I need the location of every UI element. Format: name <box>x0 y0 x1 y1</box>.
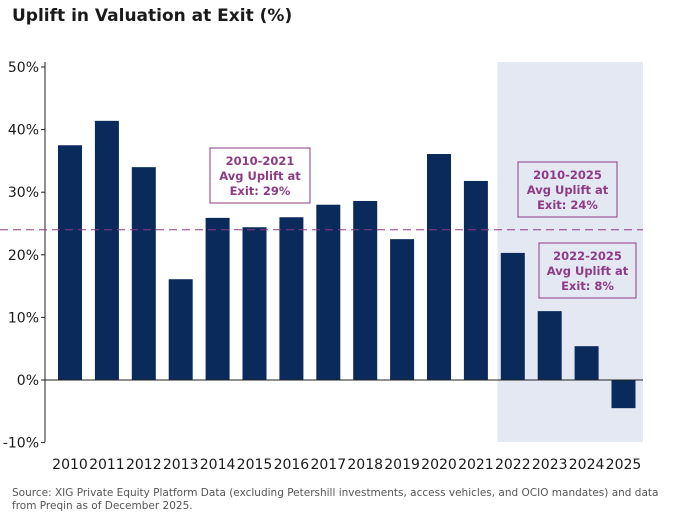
bar-2021 <box>463 180 488 380</box>
x-tick-label: 2023 <box>532 457 568 473</box>
x-tick-label: 2024 <box>569 457 605 473</box>
y-tick-label: 30% <box>8 185 39 201</box>
bar-2012 <box>131 167 156 380</box>
bar-2024 <box>574 346 599 380</box>
bar-chart: 50%40%30%20%10%0%-10%2010 2011 2012 2013 201… <box>0 60 643 473</box>
x-tick-label: 2012 <box>126 457 162 473</box>
source-note: Source: XIG Private Equity Platform Data… <box>12 487 659 512</box>
annotation-text: 2010-2025 <box>533 168 602 182</box>
annotation-text: Exit: 29% <box>230 184 291 198</box>
y-tick-label: 50% <box>8 60 39 76</box>
chart-title: Uplift in Valuation at Exit (%) <box>12 6 293 26</box>
x-tick-label: 2021 <box>458 457 494 473</box>
annotation-text: 2010-2021 <box>226 154 295 168</box>
bar-2023 <box>537 311 562 380</box>
annotation-text: 2022-2025 <box>553 249 622 263</box>
annotation-box <box>209 147 311 204</box>
x-tick-label: 2022 <box>495 457 531 473</box>
x-tick-label: 2016 <box>274 457 310 473</box>
y-tick-label: 20% <box>8 248 39 264</box>
bar-2011 <box>94 120 119 380</box>
annotation-box <box>538 242 637 299</box>
annotation-text: Exit: 8% <box>561 279 614 293</box>
x-tick-label: 2013 <box>163 457 199 473</box>
bar-2015 <box>242 227 267 380</box>
bar-2017 <box>316 204 341 380</box>
annotation-text: Avg Uplift at <box>219 169 301 183</box>
annotation-text: Avg Uplift at <box>527 183 609 197</box>
bar-2020 <box>427 154 451 380</box>
x-tick-label: 2014 <box>200 457 236 473</box>
bar-2025 <box>611 380 636 409</box>
x-tick-label: 2020 <box>421 457 457 473</box>
bar-2013 <box>168 279 193 380</box>
y-tick-label: 40% <box>8 123 39 139</box>
y-tick-label: 10% <box>8 310 39 326</box>
x-tick-label: 2010 <box>52 457 88 473</box>
annotation-box <box>517 161 618 218</box>
x-tick-label: 2011 <box>89 457 125 473</box>
bar-2019 <box>390 239 415 380</box>
bar-2016 <box>279 217 304 380</box>
bar-2018 <box>353 200 378 380</box>
bar-2022 <box>500 252 525 380</box>
x-tick-label: 2025 <box>606 457 642 473</box>
bar-2010 <box>58 145 82 380</box>
x-tick-label: 2017 <box>310 457 346 473</box>
x-tick-label: 2018 <box>347 457 383 473</box>
x-tick-label: 2019 <box>384 457 420 473</box>
y-tick-label: -10% <box>3 436 39 452</box>
annotation-text: Exit: 24% <box>537 198 598 212</box>
y-tick-label: 0% <box>17 373 39 389</box>
annotation-text: Avg Uplift at <box>547 264 629 278</box>
bar-2014 <box>205 217 230 380</box>
x-tick-label: 2015 <box>237 457 273 473</box>
